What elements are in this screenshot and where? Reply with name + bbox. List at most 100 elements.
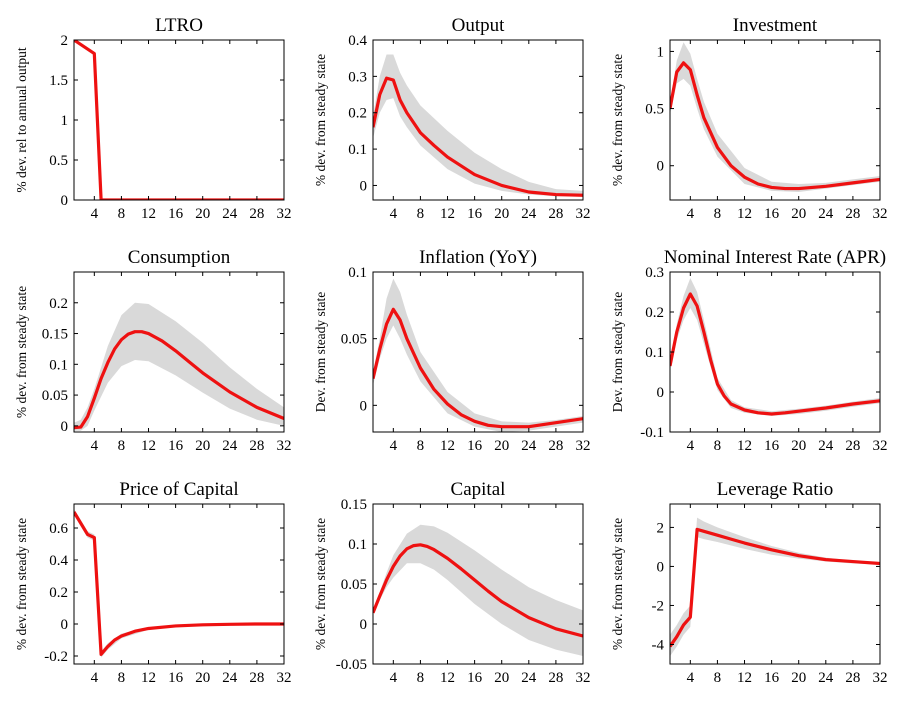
axes-box [372, 271, 584, 433]
y-tick-label: -0.05 [336, 657, 367, 673]
x-tick-label: 16 [168, 670, 184, 686]
y-tick-label: 0 [61, 617, 69, 633]
x-tick-label: 4 [91, 206, 99, 222]
response-line [670, 61, 880, 191]
panel-title: Nominal Interest Rate (APR) [664, 247, 886, 268]
panel-title: Investment [733, 15, 818, 36]
y-tick-label: 0.05 [341, 577, 367, 593]
y-tick-label: 0.3 [348, 69, 367, 85]
y-tick-label: 0.2 [49, 296, 68, 312]
x-tick-label: 12 [737, 438, 752, 454]
y-tick-label: 1.5 [49, 73, 68, 89]
x-tick-label: 32 [873, 206, 888, 222]
panel-title: Price of Capital [119, 479, 238, 500]
y-tick-label: 0.05 [341, 332, 367, 348]
y-axis-label: Dev. from steady state [313, 292, 328, 413]
y-axis-label: % dev. from steady state [610, 518, 625, 650]
x-tick-label: 16 [467, 438, 483, 454]
x-tick-label: 24 [818, 438, 834, 454]
x-tick-label: 12 [737, 206, 752, 222]
response-line [373, 307, 583, 429]
panel-title: LTRO [155, 15, 203, 36]
panel-leverage-ratio: 4 8 12 16 20 24 28 32 -4 -2 0 2 Leverage Ratio % dev.… [610, 479, 888, 686]
x-tick-label: 28 [249, 206, 264, 222]
response-line [373, 543, 583, 638]
y-tick-label: 2 [657, 520, 665, 536]
x-tick-label: 8 [118, 206, 126, 222]
x-tick-label: 28 [249, 670, 264, 686]
x-tick-label: 20 [791, 670, 806, 686]
y-tick-label: 0.05 [42, 388, 68, 404]
y-axis-label: % dev. rel to annual output [14, 47, 29, 193]
x-tick-label: 12 [141, 438, 156, 454]
confidence-band [670, 42, 880, 192]
x-tick-label: 28 [845, 438, 860, 454]
x-tick-label: 28 [845, 670, 860, 686]
y-tick-label: 0.1 [348, 142, 367, 158]
x-tick-label: 12 [737, 670, 752, 686]
y-axis-label: % dev. from steady state [14, 518, 29, 650]
x-tick-label: 8 [417, 670, 425, 686]
x-tick-label: 8 [118, 670, 126, 686]
axes-box [669, 39, 881, 201]
confidence-band [670, 278, 880, 416]
y-tick-label: 0.1 [645, 345, 664, 361]
x-tick-label: 28 [845, 206, 860, 222]
axes-box [372, 39, 584, 201]
x-tick-label: 4 [687, 670, 695, 686]
y-tick-label: 0.15 [42, 327, 68, 343]
x-tick-label: 12 [440, 670, 455, 686]
panel-consumption: 4 8 12 16 20 24 28 32 0 0.05 0.1 0.15 0.2 Consumption… [14, 247, 292, 454]
x-tick-label: 8 [714, 206, 722, 222]
x-tick-label: 8 [118, 438, 126, 454]
panel-title: Consumption [128, 247, 231, 268]
x-tick-label: 20 [791, 206, 806, 222]
y-tick-label: 0 [360, 178, 368, 194]
panel-title: Capital [451, 479, 506, 500]
response-line [74, 330, 284, 430]
panel-output: 4 8 12 16 20 24 28 32 0 0.1 0.2 0.3 0.4 Output % dev. … [313, 15, 591, 222]
y-tick-label: 0.15 [341, 497, 367, 513]
y-tick-label: -0.1 [640, 425, 664, 441]
y-tick-label: 0.5 [645, 102, 664, 118]
x-tick-label: 24 [222, 670, 238, 686]
x-tick-label: 8 [417, 438, 425, 454]
y-tick-label: 0.2 [348, 106, 367, 122]
x-tick-label: 16 [168, 206, 184, 222]
response-line [670, 292, 880, 416]
x-tick-label: 16 [764, 206, 780, 222]
x-tick-label: 8 [714, 438, 722, 454]
y-tick-label: -2 [652, 598, 665, 614]
x-tick-label: 20 [791, 438, 806, 454]
panel-capital: 4 8 12 16 20 24 28 32 -0.05 0 0.05 0.1 0.15 Capital % … [313, 479, 591, 686]
y-tick-label: 0.2 [645, 305, 664, 321]
x-tick-label: 16 [467, 670, 483, 686]
x-tick-label: 28 [548, 438, 563, 454]
axes-box [669, 271, 881, 433]
y-axis-label: Dev. from steady state [610, 292, 625, 413]
axes-box [73, 39, 285, 201]
x-tick-label: 20 [195, 438, 210, 454]
x-tick-label: 24 [521, 438, 537, 454]
x-tick-label: 32 [277, 670, 292, 686]
x-tick-label: 4 [687, 206, 695, 222]
y-axis-label: % dev. from steady state [313, 54, 328, 186]
panel-investment: 4 8 12 16 20 24 28 32 0 0.5 1 Investment % dev. from… [610, 15, 888, 222]
axes-box [73, 271, 285, 433]
x-tick-label: 32 [277, 438, 292, 454]
y-tick-label: 0.3 [645, 265, 664, 281]
y-tick-label: 0 [360, 617, 368, 633]
x-tick-label: 4 [390, 670, 398, 686]
x-tick-label: 4 [390, 206, 398, 222]
response-line [74, 511, 284, 656]
y-tick-label: 0 [657, 159, 665, 175]
y-tick-label: 0.6 [49, 521, 68, 537]
x-tick-label: 16 [467, 206, 483, 222]
x-tick-label: 4 [687, 438, 695, 454]
y-tick-label: 0 [61, 193, 69, 209]
x-tick-label: 4 [390, 438, 398, 454]
response-line [373, 76, 583, 197]
y-tick-label: 0.1 [348, 537, 367, 553]
y-tick-label: 1 [61, 113, 69, 129]
